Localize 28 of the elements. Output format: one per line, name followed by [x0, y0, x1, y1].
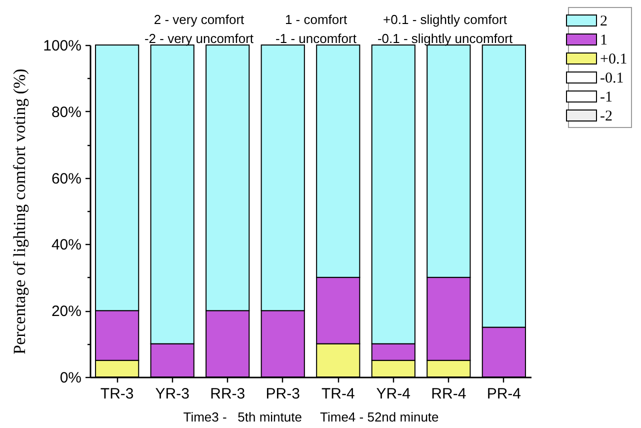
- annotation: -1 - uncomfort: [276, 31, 357, 46]
- x-tick-label: TR-3: [100, 386, 134, 402]
- text: 2 - very comfort: [154, 12, 245, 27]
- legend-label: 1: [600, 32, 608, 48]
- y-tick-label: 20%: [51, 303, 82, 320]
- y-tick-label: 0%: [60, 370, 82, 386]
- legend-label: +0.1: [600, 52, 628, 68]
- text: 1 - comfort: [284, 12, 348, 27]
- y-tick-label: 60%: [51, 170, 82, 188]
- x-tick-label: PR-4: [486, 386, 522, 402]
- legend-label: -0.1: [600, 70, 624, 86]
- x-tick-label: TR-4: [321, 386, 355, 402]
- x-tick-label: RR-3: [210, 386, 246, 402]
- x-axis-title: Time3 - 5th mintute Time4 - 52nd minute: [183, 410, 439, 424]
- x-tick-label: YR-3: [155, 386, 190, 402]
- x-tick-label: RR-4: [431, 386, 466, 402]
- legend-label: 2: [600, 14, 608, 30]
- y-axis-title: Percentage of lighting comfort voting (%): [10, 68, 30, 354]
- text: +0.1 - slightly comfort: [383, 12, 508, 27]
- legend-label: -2: [600, 108, 612, 124]
- y-tick-label: 80%: [51, 104, 82, 121]
- x-tick-label: PR-3: [266, 386, 300, 402]
- x-tick-label: YR-4: [376, 386, 410, 402]
- annotation: -0.1 - slightly uncomfort: [377, 31, 513, 46]
- annotation: -2 - very uncomfort: [144, 31, 254, 46]
- y-tick-label: 100%: [43, 38, 82, 54]
- y-tick-label: 40%: [51, 236, 82, 254]
- legend-label: -1: [600, 90, 612, 106]
